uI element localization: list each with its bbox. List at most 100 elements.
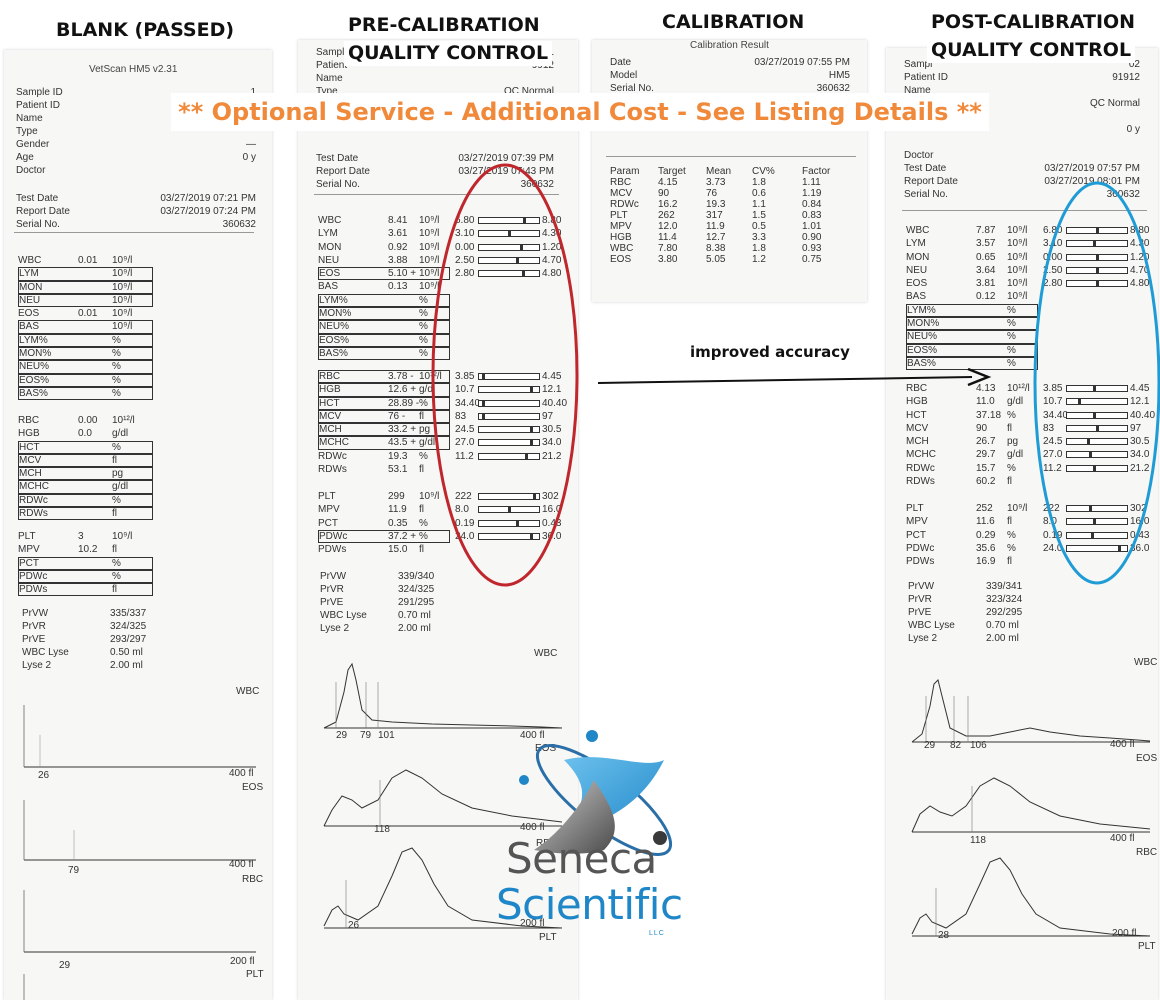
range-bar [478, 439, 540, 447]
table-cell: 0.75 [802, 254, 822, 265]
range-marker [524, 453, 528, 459]
param-row: MCH 26.7 pg 24.5 30.5 [906, 435, 1156, 448]
param-name: HGB [18, 428, 40, 440]
param-row: RBC 0.00 10¹²/l [18, 414, 178, 427]
info-row: PrVE 292/295 [908, 606, 1028, 619]
param-name: PDWc [18, 569, 153, 584]
blank-params-2: RBC 0.00 10¹²/l HGB 0.0 g/dl HCT% MCV fl MCH pg MCH… [18, 414, 178, 521]
column-header: Target [658, 166, 686, 177]
param-unit: 10⁹/l [1007, 503, 1028, 514]
sample-value: 02 [1128, 59, 1140, 70]
logo-llc: LLC [649, 930, 665, 937]
post-wbc-histogram [910, 666, 1156, 746]
table-cell: 0.90 [802, 232, 822, 243]
param-row: MON 0.92 10⁹/l 0.00 1.20 [318, 241, 568, 254]
param-row: EOS%% [18, 373, 178, 387]
param-row: MPV 11.6 fl 8.0 16.0 [906, 515, 1156, 528]
range-high: 12.1 [542, 384, 562, 396]
param-name: BAS% [318, 346, 450, 361]
param-row: PLT 252 10⁹/l 222 302 [906, 502, 1156, 515]
range-low: 6.80 [1043, 225, 1063, 236]
param-value: 90 [976, 422, 988, 434]
info-label: WBC Lyse [320, 610, 367, 621]
param-name: MPV [18, 544, 40, 556]
info-label: Serial No. [904, 189, 948, 200]
info-value: 339/341 [986, 581, 1023, 592]
blank-eos-end: 400 fl [229, 859, 254, 870]
info-row: PrVE 291/295 [320, 596, 440, 609]
heading-pre-calibration-line1: PRE-CALIBRATION [344, 13, 544, 38]
range-low: 34.40 [455, 397, 481, 409]
param-row: BAS%% [318, 346, 568, 361]
blank-info: Sample ID1Patient IDName—TypeGender—Age0… [16, 86, 256, 177]
range-bar [1066, 438, 1128, 446]
info-value: 2.00 ml [110, 660, 143, 671]
param-row: NEU 3.88 10⁹/l 2.50 4.70 [318, 254, 568, 267]
param-name: PDWc [318, 529, 450, 544]
info-label: PrVW [908, 581, 935, 592]
info-label: Lyse 2 [908, 633, 938, 644]
param-value: 11.9 [388, 504, 407, 516]
range-high: 21.2 [542, 450, 562, 462]
param-name: MCV [18, 453, 153, 468]
post-rbc-title: RBC [1136, 847, 1158, 858]
range-bar [478, 230, 540, 238]
range-bar [478, 412, 540, 420]
info-label: Lyse 2 [22, 660, 52, 671]
range-low: 27.0 [1043, 449, 1063, 461]
pre-plt-title: PLT [539, 932, 557, 943]
param-unit: % [1007, 542, 1016, 554]
info-value: 03/27/2019 07:39 PM [458, 153, 554, 164]
range-marker [530, 533, 534, 539]
param-unit: fl [112, 544, 117, 556]
param-unit: % [419, 347, 428, 359]
info-label: Doctor [16, 165, 46, 176]
param-row: PDWc 37.2 +% 24.0 36.0 [318, 529, 568, 544]
param-value: 0.0 [78, 428, 92, 440]
range-marker [530, 387, 534, 393]
blank-params-3: PLT 3 10⁹/l MPV 10.2 fl PCT% PDWc% PDWs fl [18, 530, 178, 597]
param-value: 37.18 [976, 409, 1002, 421]
calibration-table: Param Target Mean CV% Factor RBC 4.15 3.73 1.8 1.… [610, 166, 850, 265]
param-name: RDWc [18, 493, 153, 508]
range-high: 4.70 [1130, 264, 1150, 276]
info-label: PrVR [320, 584, 344, 595]
param-unit: g/dl [1007, 396, 1024, 408]
info-label: PrVE [320, 597, 344, 608]
range-marker [1095, 281, 1099, 287]
info-row: Serial No. 360632 [904, 188, 1140, 201]
param-value: 0.01 [78, 255, 98, 266]
param-name: NEU [906, 264, 928, 276]
table-cell: 1.2 [752, 254, 766, 265]
range-low: 27.0 [455, 437, 475, 449]
param-name: HGB [318, 383, 450, 397]
param-row: EOS 0.01 10⁹/l [18, 307, 178, 320]
info-row: PrVR 323/324 [908, 593, 1028, 606]
param-row: NEU%% [18, 360, 178, 374]
param-value: 43.5 + [388, 437, 417, 449]
param-name: RDWs [906, 476, 935, 488]
param-name: PLT [906, 503, 924, 514]
range-marker [1095, 254, 1099, 260]
range-marker [507, 231, 511, 237]
range-low: 2.50 [1043, 264, 1063, 276]
param-name: RBC [906, 383, 928, 394]
info-value: 0.70 ml [986, 620, 1019, 631]
param-unit: g/dl [1007, 449, 1024, 461]
param-unit: fl [1007, 422, 1012, 434]
info-value: 03/27/2019 07:55 PM [754, 57, 850, 68]
param-name: MCH [318, 423, 450, 437]
info-row: PrVW 339/341 [908, 580, 1028, 593]
param-unit: % [419, 530, 428, 542]
blank-plt-histogram [16, 970, 266, 1000]
param-row: MCV 76 - fl 83 97 [318, 409, 568, 424]
info-label: Name [16, 113, 43, 124]
table-cell: 0.5 [752, 221, 766, 232]
range-low: 3.10 [1043, 238, 1063, 250]
info-label: Test Date [904, 163, 947, 174]
info-value: 291/295 [398, 597, 435, 608]
pre-rbc-marker: 26 [348, 920, 360, 931]
info-row: Doctor [16, 164, 256, 177]
pre-rbc-histogram [322, 840, 572, 932]
info-value: 03/27/2019 07:43 PM [458, 166, 554, 177]
